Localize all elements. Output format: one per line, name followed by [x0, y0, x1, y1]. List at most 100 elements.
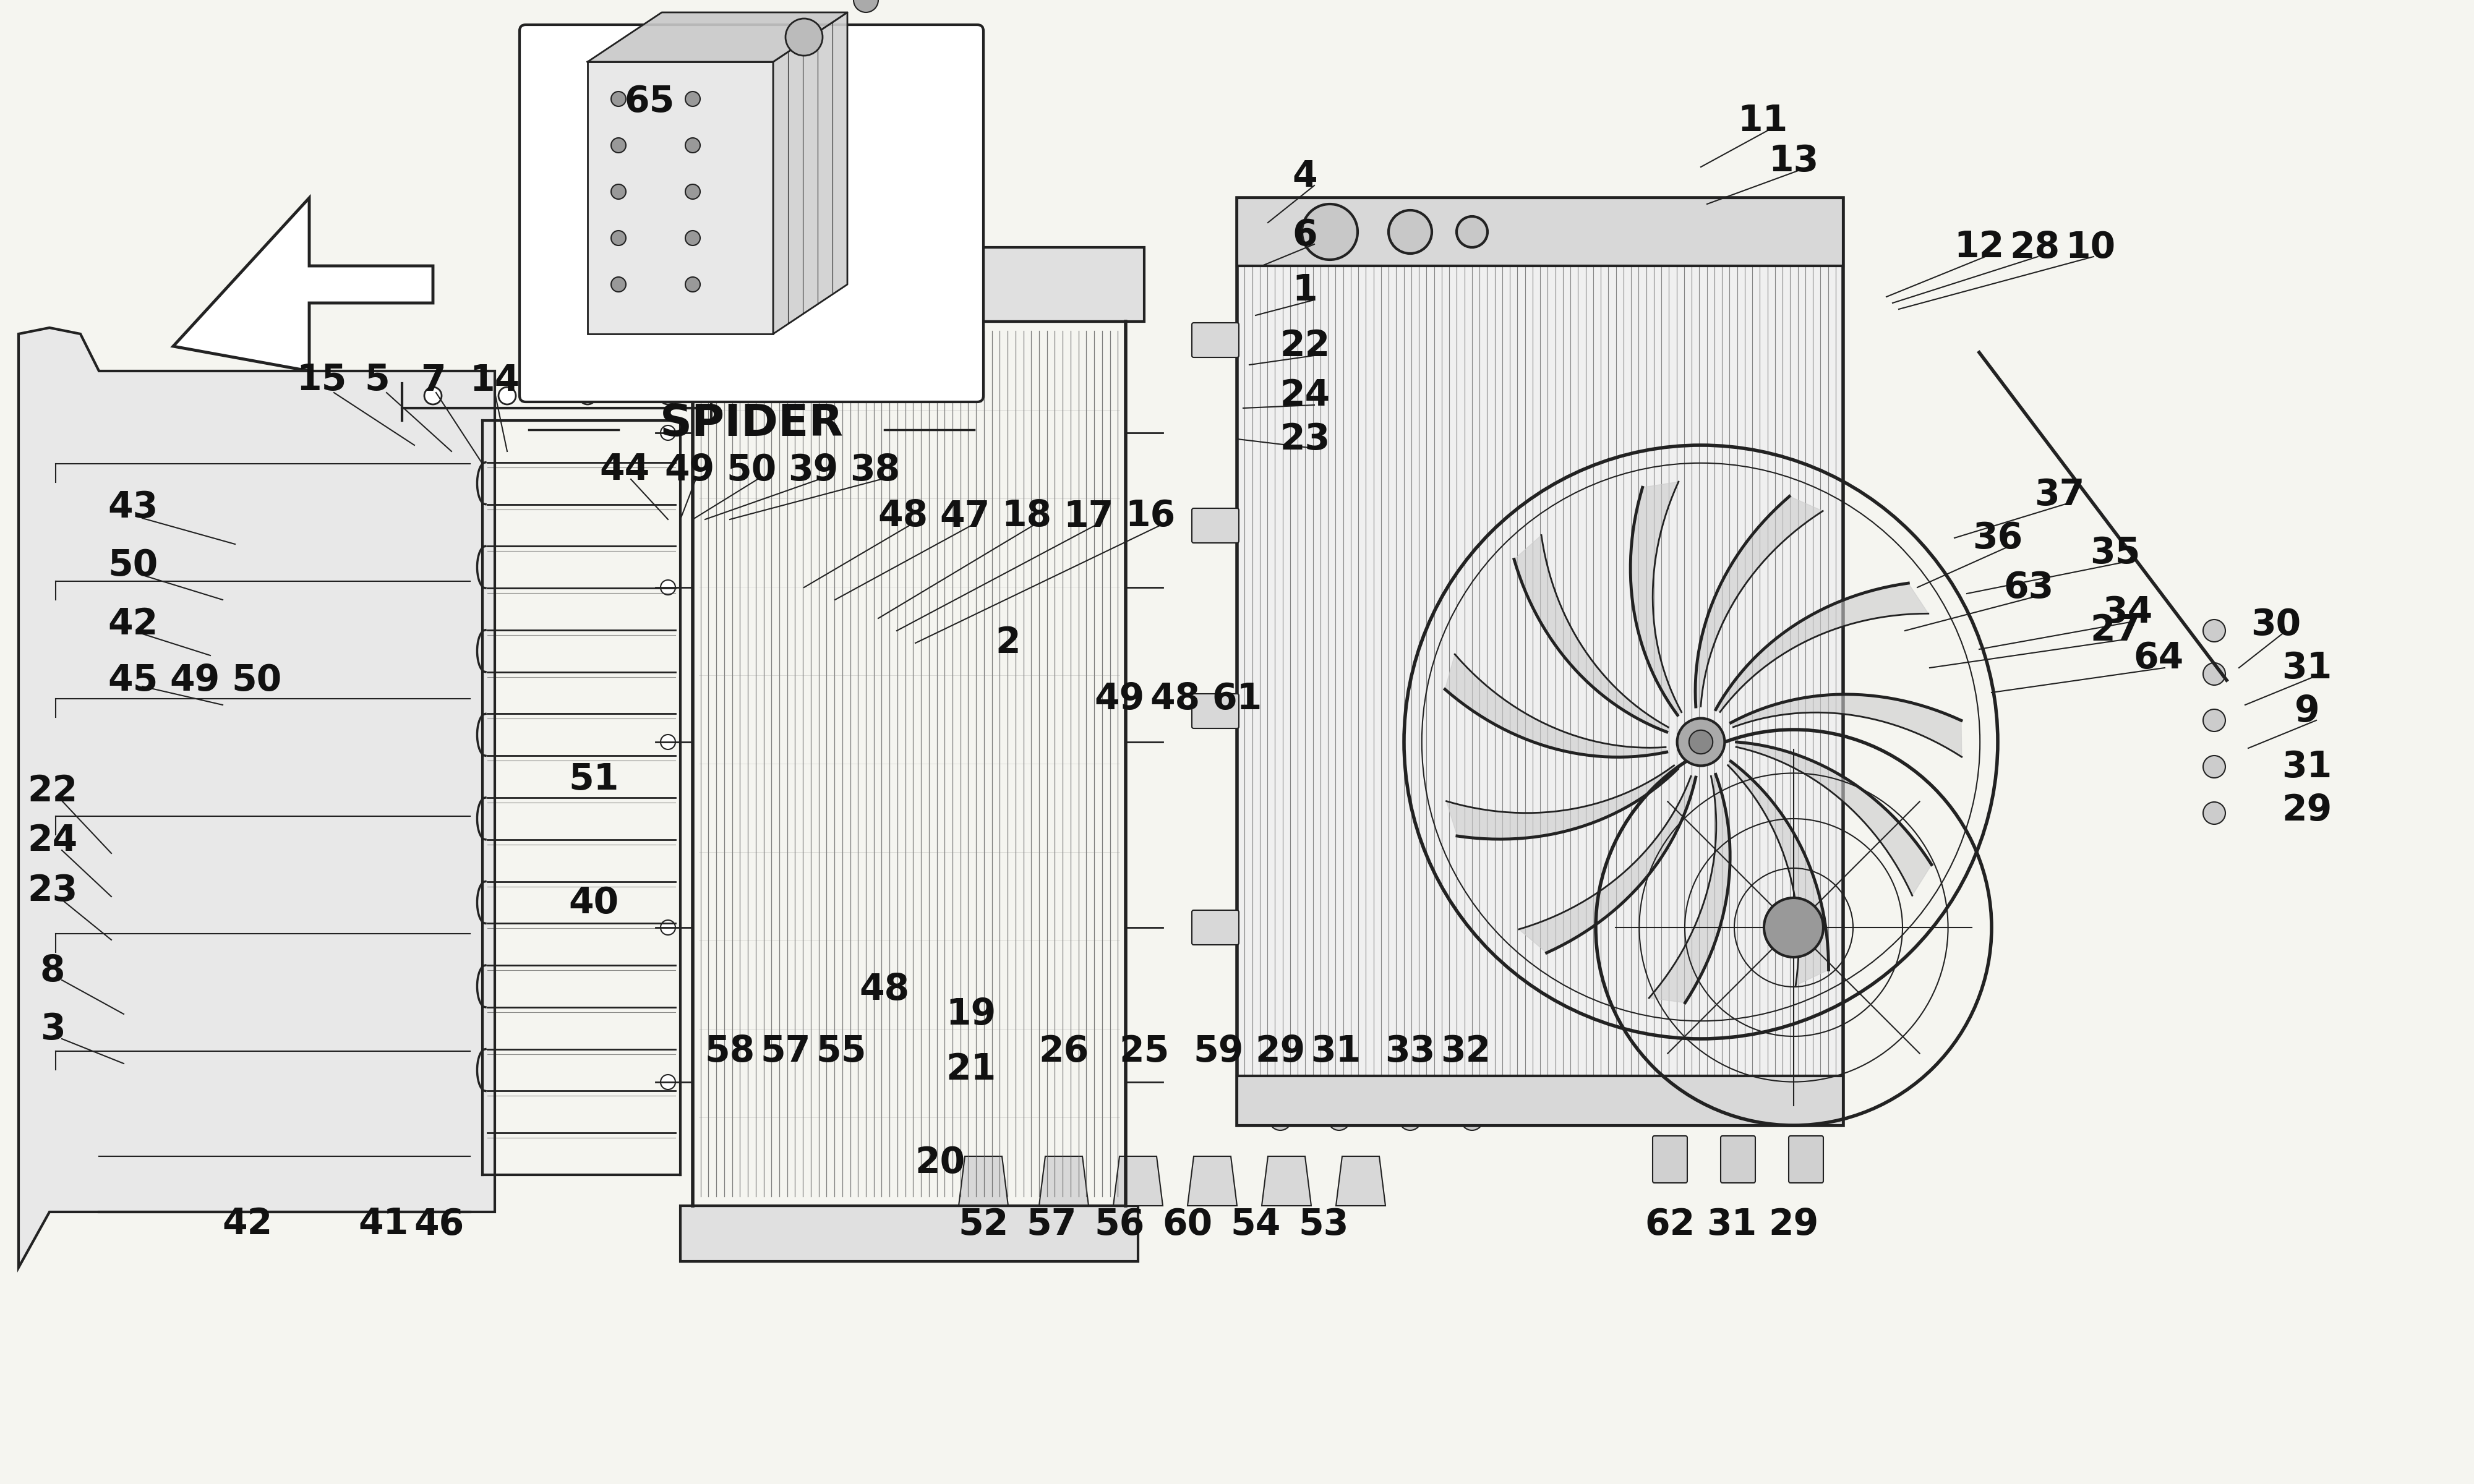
Text: 12: 12	[1954, 230, 2004, 266]
Text: 31: 31	[1311, 1033, 1361, 1068]
Text: 57: 57	[760, 1033, 811, 1068]
Text: 24: 24	[27, 824, 77, 859]
Text: 50: 50	[109, 548, 158, 583]
FancyBboxPatch shape	[680, 1205, 1138, 1261]
Text: 3: 3	[40, 1012, 64, 1048]
Circle shape	[787, 18, 821, 55]
Text: 40: 40	[569, 884, 618, 920]
Text: 48: 48	[1150, 681, 1200, 717]
Text: 5: 5	[364, 362, 391, 398]
Text: 61: 61	[1212, 681, 1262, 717]
Text: 57: 57	[1027, 1206, 1076, 1242]
Circle shape	[661, 735, 675, 749]
Text: 38: 38	[851, 453, 901, 488]
FancyBboxPatch shape	[1192, 508, 1239, 543]
Text: 34: 34	[2103, 595, 2152, 629]
Text: 62: 62	[1645, 1206, 1695, 1242]
Text: 29: 29	[1769, 1206, 1818, 1242]
Text: SPIDER: SPIDER	[661, 402, 844, 445]
Text: 17: 17	[1064, 499, 1113, 534]
Text: 26: 26	[1039, 1033, 1089, 1068]
Text: 39: 39	[789, 453, 839, 488]
Circle shape	[1690, 730, 1712, 754]
Text: 49: 49	[666, 453, 715, 488]
Circle shape	[611, 92, 626, 107]
Polygon shape	[1262, 1156, 1311, 1205]
Polygon shape	[1714, 583, 1927, 712]
FancyBboxPatch shape	[1722, 1135, 1757, 1183]
Text: 31: 31	[2281, 749, 2333, 785]
Circle shape	[2204, 620, 2227, 641]
Circle shape	[661, 580, 675, 595]
Text: 56: 56	[1094, 1206, 1145, 1242]
Circle shape	[1764, 898, 1823, 957]
Circle shape	[2204, 709, 2227, 732]
Text: 16: 16	[1126, 499, 1175, 534]
Polygon shape	[1445, 654, 1667, 757]
Text: 19: 19	[945, 996, 997, 1031]
Text: 64: 64	[2133, 641, 2185, 677]
Text: 30: 30	[2251, 607, 2301, 643]
Text: 42: 42	[223, 1206, 272, 1242]
Text: 60: 60	[1163, 1206, 1212, 1242]
Circle shape	[611, 184, 626, 199]
Text: 11: 11	[1737, 102, 1789, 138]
Circle shape	[1677, 718, 1724, 766]
Text: 52: 52	[957, 1206, 1009, 1242]
Circle shape	[685, 92, 700, 107]
FancyBboxPatch shape	[673, 248, 1143, 322]
Text: 14: 14	[470, 362, 520, 398]
Text: 13: 13	[1769, 142, 1818, 178]
Text: 65: 65	[623, 85, 675, 120]
Circle shape	[661, 426, 675, 441]
Text: 50: 50	[727, 453, 777, 488]
Circle shape	[1269, 1109, 1291, 1131]
Text: 59: 59	[1192, 1033, 1244, 1068]
Text: 15: 15	[297, 362, 346, 398]
FancyBboxPatch shape	[1237, 1076, 1843, 1125]
Circle shape	[2204, 801, 2227, 824]
Polygon shape	[772, 12, 846, 334]
FancyBboxPatch shape	[1237, 197, 1843, 1125]
Circle shape	[1329, 1109, 1351, 1131]
Circle shape	[802, 269, 831, 300]
Text: 55: 55	[816, 1033, 866, 1068]
Text: 46: 46	[413, 1206, 465, 1242]
Circle shape	[1457, 217, 1487, 248]
Polygon shape	[1732, 695, 1962, 757]
Text: 2: 2	[995, 625, 1022, 660]
FancyBboxPatch shape	[520, 25, 985, 402]
Text: 37: 37	[2034, 476, 2086, 512]
Text: 8: 8	[40, 953, 64, 988]
Text: 29: 29	[1254, 1033, 1306, 1068]
Polygon shape	[589, 12, 846, 62]
Text: 18: 18	[1002, 499, 1051, 534]
Text: 27: 27	[2091, 613, 2140, 649]
Circle shape	[661, 1074, 675, 1089]
Text: 50: 50	[233, 662, 282, 697]
Circle shape	[2204, 663, 2227, 686]
Text: 23: 23	[27, 873, 77, 908]
Text: 32: 32	[1440, 1033, 1492, 1068]
Circle shape	[611, 138, 626, 153]
Circle shape	[611, 230, 626, 245]
Circle shape	[685, 278, 700, 292]
Text: 45: 45	[109, 662, 158, 697]
Text: 33: 33	[1385, 1033, 1435, 1068]
Text: 9: 9	[2293, 693, 2321, 729]
Circle shape	[500, 387, 515, 404]
Circle shape	[1400, 1109, 1420, 1131]
Circle shape	[854, 0, 878, 12]
Text: 23: 23	[1279, 421, 1331, 457]
Text: 4: 4	[1291, 159, 1319, 194]
Polygon shape	[173, 197, 433, 371]
FancyBboxPatch shape	[1789, 1135, 1823, 1183]
Text: 49: 49	[171, 662, 220, 697]
Text: 29: 29	[2281, 792, 2333, 828]
Circle shape	[661, 920, 675, 935]
Text: 58: 58	[705, 1033, 755, 1068]
Text: 47: 47	[940, 499, 990, 534]
Polygon shape	[1695, 496, 1823, 706]
Circle shape	[2204, 755, 2227, 778]
Circle shape	[1301, 203, 1358, 260]
